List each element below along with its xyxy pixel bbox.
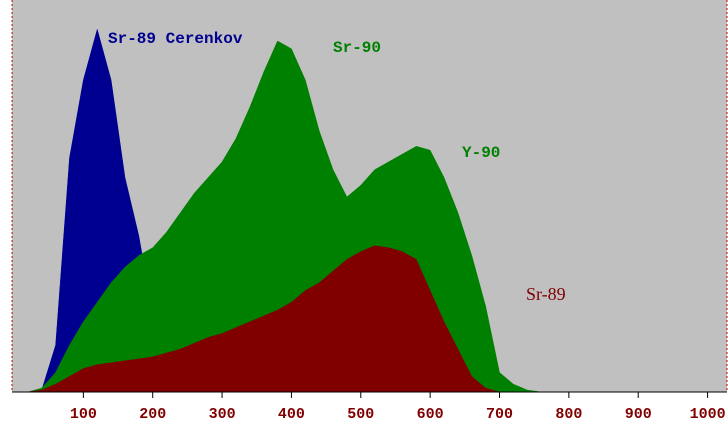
x-tick-label: 1000 (690, 406, 726, 423)
annotation: Sr-90 (333, 39, 381, 57)
x-tick-label: 600 (417, 406, 444, 423)
annotation: Y-90 (462, 144, 500, 162)
x-tick-label: 700 (486, 406, 513, 423)
x-tick-label: 200 (139, 406, 166, 423)
x-tick-label: 500 (347, 406, 374, 423)
x-axis-ticks: 100 200 300 400 500 600 700 800 900 1000 (70, 392, 726, 423)
x-tick-label: 400 (278, 406, 305, 423)
x-tick-label: 100 (70, 406, 97, 423)
annotation: Sr-89 (526, 284, 566, 304)
x-tick-label: 300 (209, 406, 236, 423)
annotation: Sr-89 Cerenkov (108, 30, 243, 48)
area (14, 245, 569, 393)
x-tick-label: 900 (625, 406, 652, 423)
annotations: Sr-89 Cerenkov Sr-90 Y-90 Sr-89 (108, 30, 566, 304)
x-tick-label: 800 (555, 406, 582, 423)
